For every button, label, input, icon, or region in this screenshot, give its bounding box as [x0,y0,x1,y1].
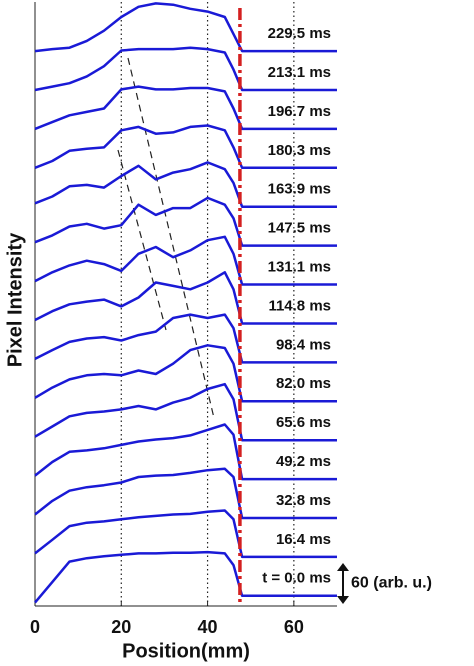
trace-label: 163.9 ms [268,181,331,198]
trace [34,423,337,481]
x-axis-label: Position(mm) [122,640,250,662]
trace-label: 131.1 ms [268,259,331,276]
trace-label: 229.5 ms [268,25,331,42]
x-tick-label: 60 [284,617,304,637]
trace [34,85,337,131]
trace-label: 98.4 ms [276,336,331,353]
trace [34,161,337,208]
x-tick-label: 0 [30,617,40,637]
trace [34,124,337,170]
trace [34,46,337,92]
trace-label: 196.7 ms [268,103,331,120]
trace [34,235,337,286]
trace-label: t = 0.0 ms [262,570,331,587]
trace [34,550,337,604]
trace [34,344,337,403]
trace-label: 114.8 ms [268,297,331,314]
trace-label: 147.5 ms [268,220,331,237]
trace [34,271,337,325]
trace-label: 49.2 ms [276,453,331,470]
trace-label: 180.3 ms [268,142,331,159]
trend-line [127,57,215,419]
trace-label: 16.4 ms [276,531,331,548]
trace [34,313,337,364]
trace-label: 82.0 ms [276,375,331,392]
trace [34,467,337,520]
trace-label: 65.6 ms [276,414,331,431]
scale-label: 60 (arb. u.) [351,575,432,592]
x-tick-label: 40 [198,617,218,637]
trace [34,196,337,247]
trace-label: 32.8 ms [276,492,331,509]
trace [34,382,337,442]
trace [34,2,337,53]
y-axis-label: Pixel Intensity [4,232,26,367]
trace [34,509,337,559]
trace-label: 213.1 ms [268,64,331,81]
x-tick-label: 20 [111,617,131,637]
